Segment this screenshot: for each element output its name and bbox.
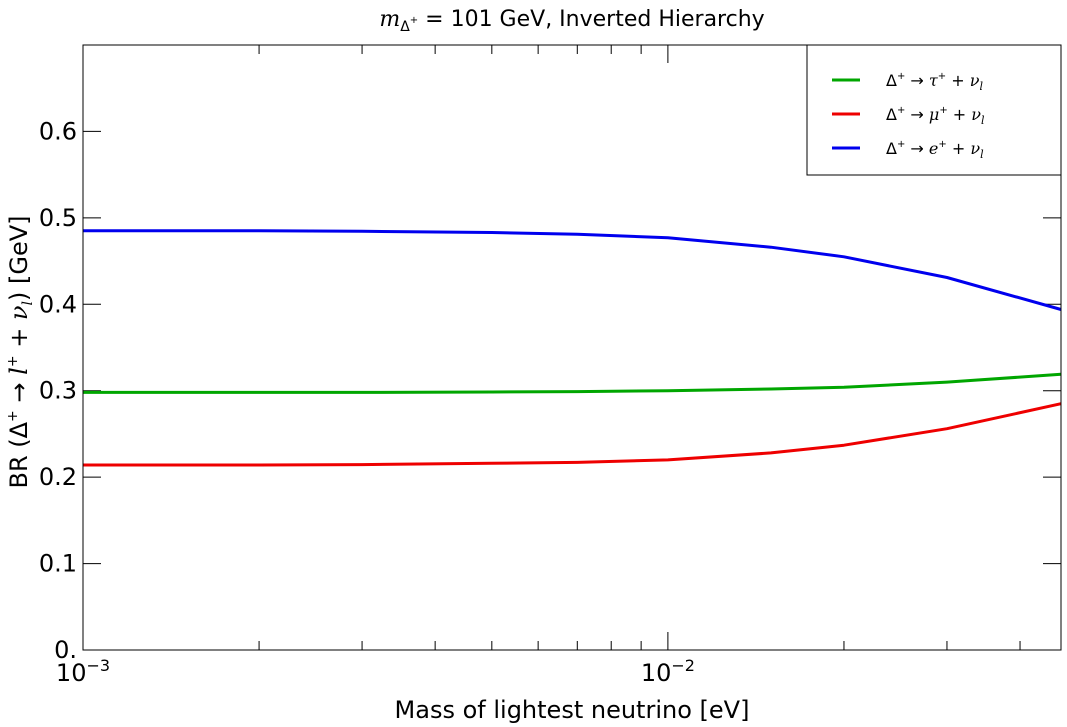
- legend-label-tau: Δ+ → τ+ + νl: [886, 71, 983, 93]
- plot-frame: [82, 44, 1062, 651]
- y-tick-label: 0.2: [39, 463, 77, 491]
- legend-box: [806, 44, 1062, 176]
- y-tick-label: 0.3: [39, 377, 77, 405]
- x-tick-label: 10−3: [56, 656, 110, 687]
- chart-title: mΔ+ = 101 GeV, Inverted Hierarchy: [379, 7, 764, 35]
- y-tick-label: 0.5: [39, 204, 77, 232]
- series-line-e: [83, 229, 1062, 311]
- y-axis-label: BR (Δ+ → l+ + νl) [GeV]: [5, 215, 36, 488]
- x-axis-label: Mass of lightest neutrino [eV]: [395, 696, 750, 724]
- x-tick-label: 10−2: [641, 656, 695, 687]
- y-axis: 0. 0.1 0.2 0.3 0.4 0.5 0.6: [39, 117, 1061, 664]
- series-line-mu: [83, 402, 1062, 467]
- y-tick-label: 0.: [54, 636, 77, 664]
- y-tick-label: 0.6: [39, 117, 77, 145]
- legend-label-mu: Δ+ → μ+ + νl: [886, 105, 985, 127]
- y-tick-label: 0.4: [39, 290, 77, 318]
- y-tick-label: 0.1: [39, 550, 77, 578]
- series-line-tau: [83, 372, 1062, 394]
- legend: Δ+ → τ+ + νl Δ+ → μ+ + νl Δ+ → e+ + νl: [806, 44, 1062, 176]
- series-layer: [83, 229, 1062, 467]
- legend-label-e: Δ+ → e+ + νl: [886, 139, 984, 161]
